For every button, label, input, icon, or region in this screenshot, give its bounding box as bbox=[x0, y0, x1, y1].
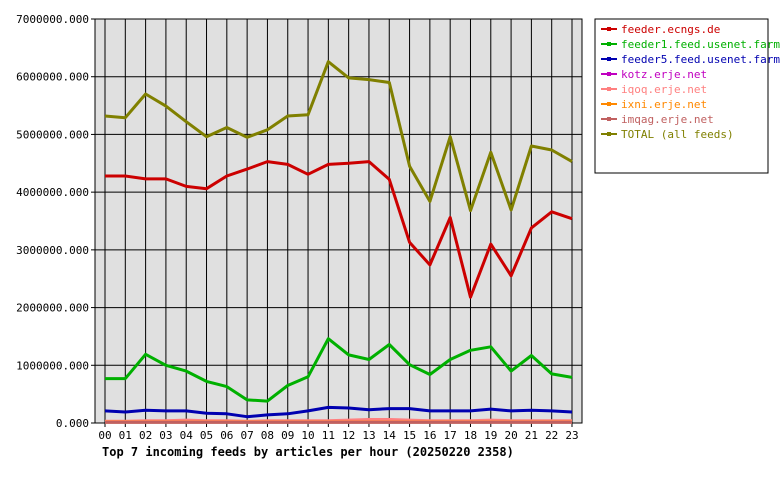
legend-marker bbox=[607, 132, 611, 136]
y-tick-label: 7000000.000 bbox=[16, 13, 89, 26]
x-tick-label: 21 bbox=[525, 429, 538, 442]
x-tick-label: 10 bbox=[301, 429, 314, 442]
legend-label: feeder.ecngs.de bbox=[621, 23, 720, 36]
x-tick-label: 20 bbox=[504, 429, 517, 442]
legend-marker bbox=[607, 117, 611, 121]
x-tick-label: 17 bbox=[444, 429, 457, 442]
y-tick-label: 2000000.000 bbox=[16, 302, 89, 315]
x-tick-label: 18 bbox=[464, 429, 477, 442]
legend-label: TOTAL (all feeds) bbox=[621, 128, 734, 141]
legend-label: feeder1.feed.usenet.farm bbox=[621, 38, 780, 51]
series-lines bbox=[104, 60, 573, 424]
x-tick-label: 02 bbox=[139, 429, 152, 442]
legend-box bbox=[594, 18, 769, 174]
grid-lines bbox=[95, 18, 582, 424]
x-tick-label: 11 bbox=[322, 429, 335, 442]
x-tick-label: 12 bbox=[342, 429, 355, 442]
x-tick-label: 13 bbox=[362, 429, 375, 442]
series-line-7 bbox=[104, 60, 573, 213]
x-tick-label: 06 bbox=[220, 429, 233, 442]
series-line-2 bbox=[104, 405, 573, 419]
y-tick-label: 1000000.000 bbox=[16, 359, 89, 372]
x-tick-label: 04 bbox=[180, 429, 194, 442]
x-tick-label: 14 bbox=[383, 429, 397, 442]
legend-label: ixni.erje.net bbox=[621, 98, 707, 111]
legend-marker bbox=[607, 27, 611, 31]
x-tick-label: 03 bbox=[159, 429, 172, 442]
legend-marker bbox=[607, 42, 611, 46]
legend-marker bbox=[607, 57, 611, 61]
legend-label: feeder5.feed.usenet.farm bbox=[621, 53, 780, 66]
x-tick-label: 19 bbox=[484, 429, 497, 442]
y-tick-label: 4000000.000 bbox=[16, 186, 89, 199]
series-line-1 bbox=[105, 337, 573, 403]
y-tick-label: 5000000.000 bbox=[16, 128, 89, 141]
x-tick-label: 05 bbox=[200, 429, 213, 442]
chart-title: Top 7 incoming feeds by articles per hou… bbox=[102, 445, 514, 459]
legend-marker bbox=[607, 72, 611, 76]
x-tick-label: 08 bbox=[261, 429, 274, 442]
x-tick-label: 01 bbox=[119, 429, 132, 442]
x-tick-label: 09 bbox=[281, 429, 294, 442]
x-axis-ticks: 00 01 02 03 04 05 06 07 08 09 10 11 12 13 14 15 16 17 18 19… bbox=[98, 423, 579, 442]
legend-marker bbox=[607, 87, 611, 91]
y-tick-label: 6000000.000 bbox=[16, 71, 89, 84]
y-axis-ticks: 0.000 1000000.000 2000000.000 3000000.000 40… bbox=[16, 13, 95, 430]
y-tick-label: 3000000.000 bbox=[16, 244, 89, 257]
x-tick-label: 22 bbox=[545, 429, 558, 442]
x-tick-label: 16 bbox=[423, 429, 436, 442]
series-line-0 bbox=[105, 160, 573, 299]
x-tick-label: 15 bbox=[403, 429, 416, 442]
x-tick-label: 23 bbox=[565, 429, 578, 442]
legend-marker bbox=[607, 102, 611, 106]
x-tick-label: 00 bbox=[98, 429, 111, 442]
legend: feeder.ecngs.de feeder1.feed.usenet.farm f… bbox=[594, 18, 780, 174]
legend-label: imqag.erje.net bbox=[621, 113, 714, 126]
y-tick-label: 0.000 bbox=[56, 417, 89, 430]
legend-label: iqoq.erje.net bbox=[621, 83, 707, 96]
series-line-4 bbox=[105, 418, 572, 423]
x-tick-label: 07 bbox=[241, 429, 254, 442]
legend-label: kotz.erje.net bbox=[621, 68, 707, 81]
plot-area bbox=[94, 18, 583, 424]
legend-entries: feeder.ecngs.de feeder1.feed.usenet.farm f… bbox=[601, 23, 780, 141]
